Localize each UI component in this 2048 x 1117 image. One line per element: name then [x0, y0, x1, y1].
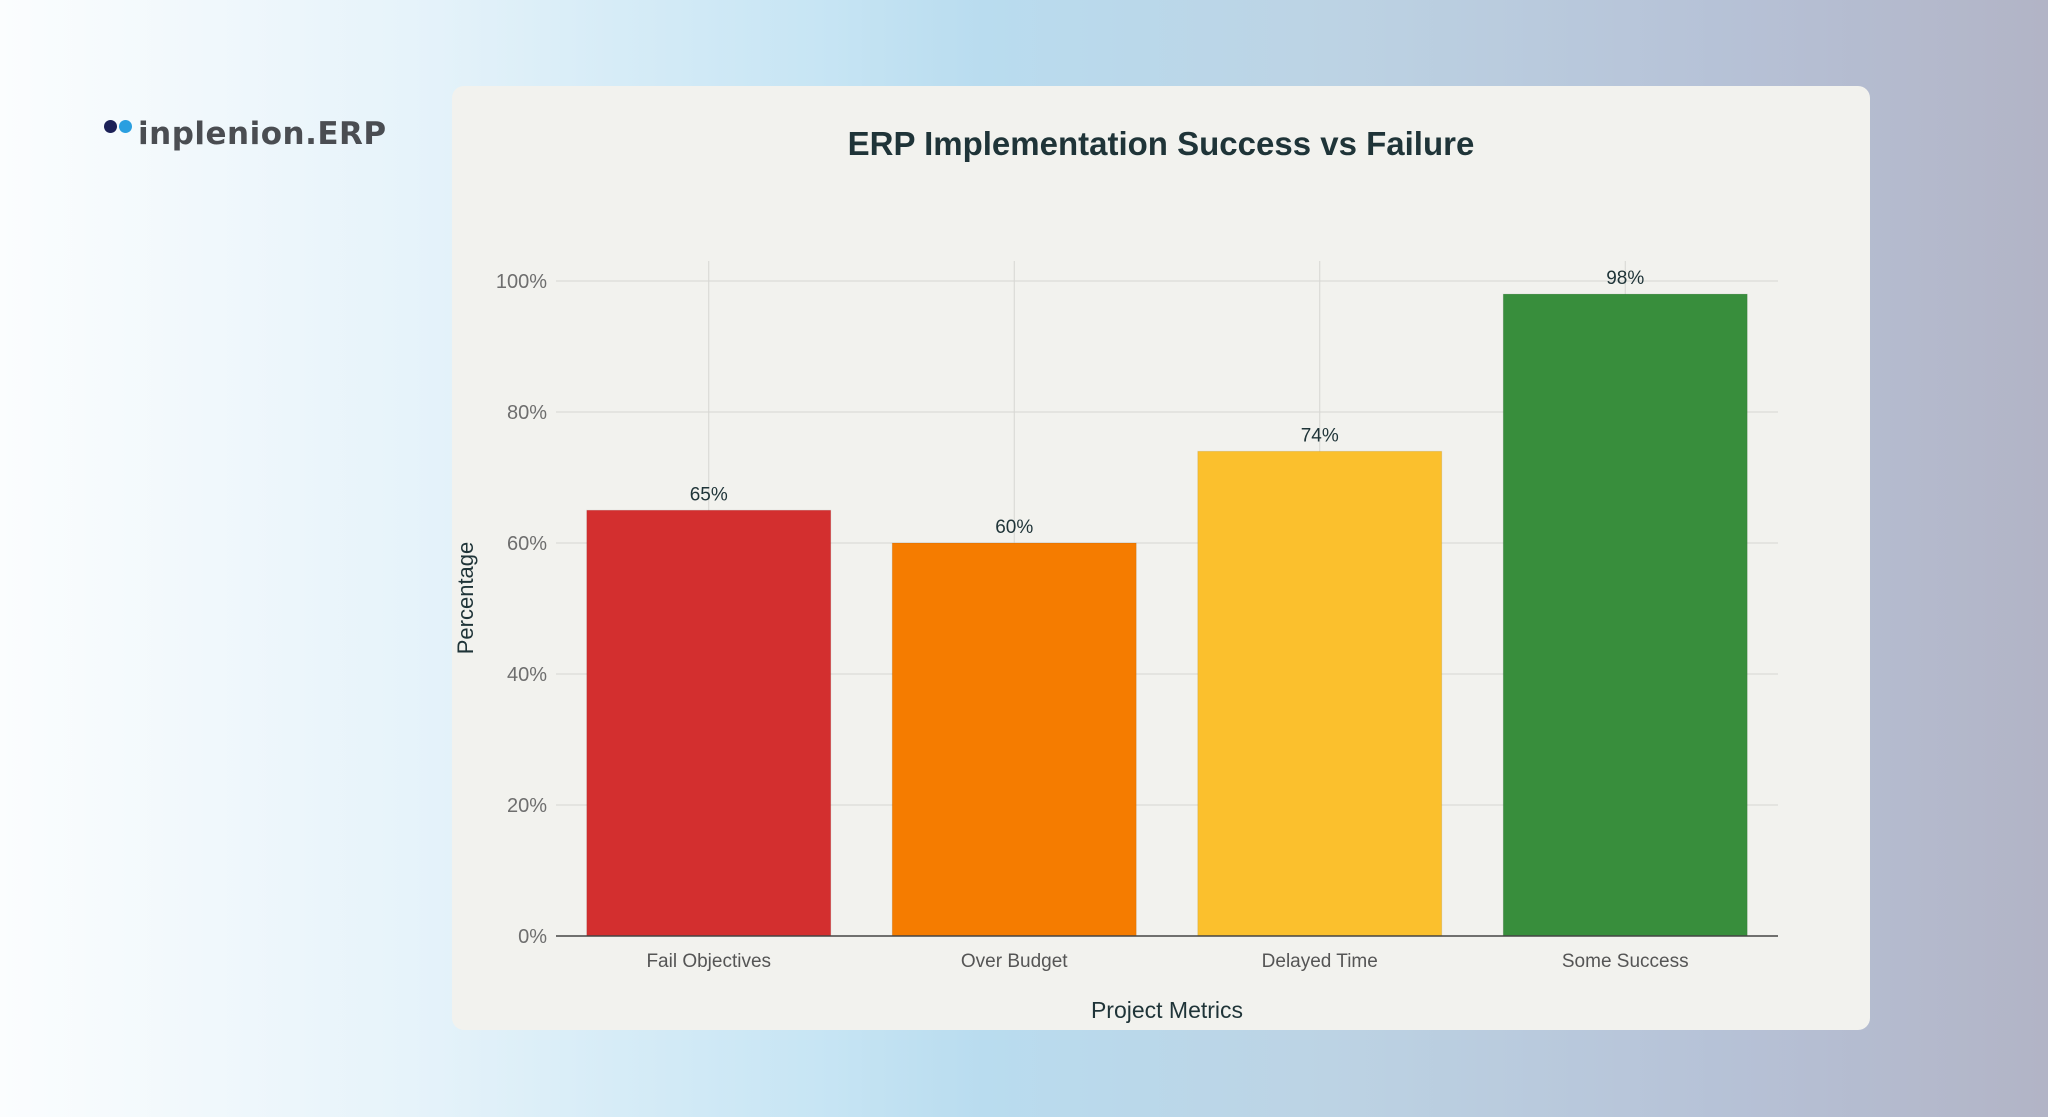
y-tick-label: 100% — [496, 271, 547, 293]
data-label: 98% — [1606, 268, 1644, 289]
y-tick-label: 80% — [507, 402, 547, 424]
y-tick-label: 60% — [507, 533, 547, 555]
chart-title: ERP Implementation Success vs Failure — [848, 125, 1475, 162]
bar[interactable] — [586, 509, 832, 937]
bar[interactable] — [1197, 450, 1443, 937]
y-axis-title: Percentage — [453, 542, 478, 655]
data-label: 65% — [690, 484, 728, 505]
bar[interactable] — [891, 542, 1137, 937]
logo-dot-icon — [119, 119, 132, 133]
x-tick-label: Some Success — [1562, 951, 1689, 972]
x-axis-title: Project Metrics — [1091, 997, 1243, 1023]
logo-text: inplenion.ERP — [138, 116, 387, 152]
y-tick-label: 20% — [507, 795, 547, 817]
y-tick-label: 0% — [518, 926, 547, 948]
data-label: 74% — [1301, 425, 1339, 446]
x-tick-label: Fail Objectives — [646, 951, 771, 972]
x-tick-label: Delayed Time — [1262, 951, 1378, 972]
data-label: 60% — [995, 517, 1033, 538]
logo-dot-icon — [104, 119, 117, 133]
y-tick-label: 40% — [507, 664, 547, 686]
bar[interactable] — [1502, 293, 1748, 937]
x-tick-label: Over Budget — [961, 951, 1068, 972]
logo: inplenion.ERP — [104, 116, 387, 152]
